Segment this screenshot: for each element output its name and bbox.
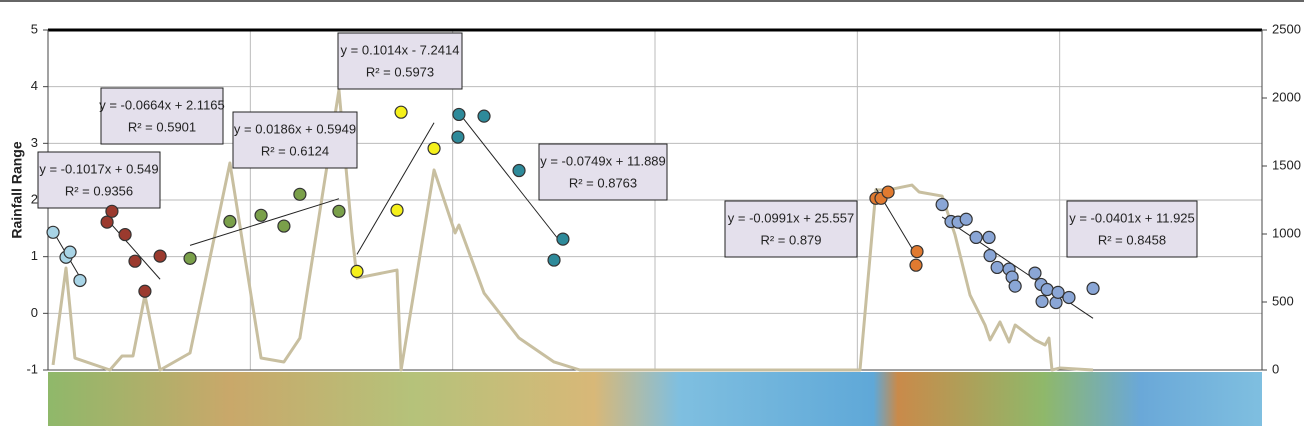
point	[46, 225, 60, 239]
y-tick-label: 1	[31, 248, 38, 263]
point	[969, 230, 983, 244]
trend-r2: R² = 0.8763	[569, 175, 637, 190]
point	[910, 244, 924, 259]
point	[223, 214, 237, 229]
point	[1028, 266, 1042, 280]
point	[1051, 285, 1065, 299]
trend-r2: R² = 0.879	[760, 232, 821, 247]
point	[73, 273, 87, 288]
trend-r2: R² = 0.5973	[366, 64, 434, 79]
equation-box	[1066, 200, 1198, 258]
trend-equation: y = 0.1014x - 7.2414	[341, 42, 460, 57]
point	[452, 107, 466, 122]
trendline	[189, 198, 340, 246]
point	[935, 197, 949, 212]
point	[556, 232, 570, 246]
trend-r2: R² = 0.8458	[1098, 232, 1166, 247]
trend-equation: y = -0.0991x + 25.557	[728, 210, 854, 225]
point	[990, 260, 1004, 275]
trend-r2: R² = 0.9356	[65, 183, 133, 198]
y2-tick-label: 500	[1272, 293, 1294, 308]
y-tick-label: 2	[31, 191, 38, 206]
y2-tick-label: 2000	[1272, 89, 1301, 104]
point	[153, 249, 167, 263]
point	[1008, 279, 1022, 293]
point	[983, 248, 997, 263]
trendline	[106, 219, 161, 280]
point	[277, 219, 291, 233]
point	[118, 227, 132, 242]
equation-box	[337, 32, 463, 90]
y2-tick-label: 1000	[1272, 225, 1301, 240]
trend-r2: R² = 0.5901	[128, 119, 196, 134]
rainfall-line	[51, 88, 1094, 372]
equation-box	[100, 87, 224, 145]
point	[427, 141, 441, 156]
point	[477, 109, 491, 123]
point	[909, 258, 923, 272]
point	[547, 253, 561, 267]
point	[1035, 294, 1049, 309]
y-tick-label: 5	[31, 21, 38, 36]
y-tick-label: 0	[31, 305, 38, 320]
trend-equation: y = -0.0664x + 2.1165	[99, 97, 225, 112]
trend-equation: y = -0.0749x + 11.889	[540, 153, 666, 168]
equation-box	[37, 151, 161, 209]
point	[350, 264, 364, 278]
trend-equation: y = -0.0401x + 11.925	[1069, 210, 1195, 225]
point	[183, 251, 197, 265]
point	[512, 163, 526, 178]
y-axis-title: Rainfall Range	[9, 141, 25, 238]
equation-box	[724, 200, 858, 258]
point	[1086, 281, 1100, 295]
trend-equation: y = 0.0186x + 0.5949	[234, 121, 356, 136]
point	[451, 130, 465, 144]
point	[394, 105, 408, 119]
y-tick-label: -1	[26, 361, 38, 376]
equation-box	[232, 111, 358, 169]
point	[1040, 282, 1054, 297]
point	[100, 215, 114, 229]
point	[105, 204, 119, 218]
point	[332, 204, 346, 218]
y-tick-label: 4	[31, 78, 38, 93]
y2-tick-label: 0	[1272, 361, 1279, 376]
point	[254, 208, 268, 222]
point	[63, 245, 77, 259]
trend-r2: R² = 0.6124	[261, 143, 329, 158]
y-tick-label: 3	[31, 135, 38, 150]
point	[293, 187, 307, 201]
y2-tick-label: 2500	[1272, 21, 1301, 36]
trend-equation: y = -0.1017x + 0.549	[39, 161, 158, 176]
trendline	[356, 122, 435, 255]
y2-tick-label: 1500	[1272, 157, 1301, 172]
point	[959, 212, 973, 226]
equation-box	[538, 143, 668, 201]
point	[881, 185, 895, 199]
map-strip	[48, 372, 1262, 426]
point	[128, 254, 142, 268]
point	[390, 203, 404, 217]
point	[138, 284, 152, 298]
trendline	[457, 111, 564, 246]
point	[1062, 290, 1076, 305]
point	[982, 230, 996, 244]
